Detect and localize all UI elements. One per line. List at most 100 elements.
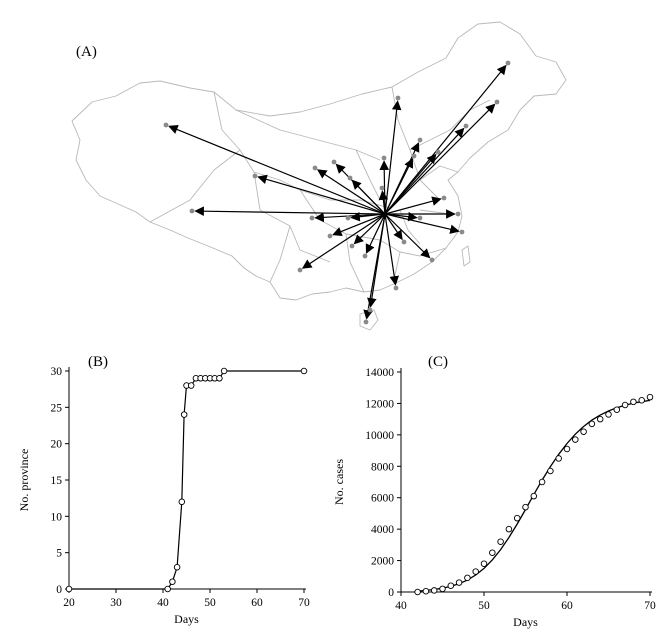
data-point — [187, 382, 195, 389]
chart-b: (B) 20 30 40 50 60 70 0 5 10 15 20 25 30 Days No. prov… — [17, 354, 310, 626]
province-node — [411, 153, 417, 159]
y-tick-label: 14000 — [365, 367, 394, 379]
transmission-arrow-tianjin — [384, 153, 437, 215]
x-tick-label: 40 — [395, 600, 407, 612]
data-point — [180, 411, 188, 418]
data-point — [65, 585, 73, 593]
data-point — [522, 503, 529, 511]
data-point — [164, 585, 171, 593]
data-point — [596, 415, 604, 423]
transmission-arrow-gansu — [316, 169, 386, 215]
data-point — [455, 579, 463, 586]
y-axis-title: No. cases — [332, 459, 346, 505]
data-point — [605, 411, 612, 418]
province-node — [379, 185, 385, 191]
hainan-outline — [359, 309, 379, 331]
transmission-arrow-shandong — [384, 196, 442, 215]
data-point — [513, 514, 521, 522]
data-point — [572, 436, 579, 443]
province-node — [435, 149, 441, 155]
province-borders — [149, 86, 491, 293]
data-point — [646, 393, 654, 401]
province-node — [367, 307, 373, 313]
panel-b-label: (B) — [88, 354, 108, 370]
data-point — [216, 375, 223, 382]
data-point — [580, 428, 587, 435]
data-point — [439, 585, 446, 593]
y-tick-label: 10 — [51, 511, 63, 523]
china-map-panel: (A) — [71, 21, 567, 331]
data-point — [555, 455, 562, 462]
y-tick-label: 0 — [388, 587, 394, 599]
data-point — [638, 397, 645, 404]
transmission-arrow-hainan — [367, 213, 386, 308]
y-tick-label: 2000 — [371, 556, 394, 568]
transmission-arrow-zhejiang — [384, 213, 431, 259]
province-node — [252, 173, 258, 179]
data-point — [464, 574, 471, 582]
y-tick-label: 4000 — [371, 524, 394, 536]
y-tick-label: 8000 — [371, 461, 394, 473]
data-point — [169, 578, 176, 585]
country-outline — [71, 21, 567, 301]
transmission-arrow-jiangxi — [384, 213, 403, 241]
transmission-arrow-shanghai — [384, 213, 460, 234]
data-point — [173, 563, 181, 571]
transmission-arrow-sichuan — [314, 212, 386, 223]
province-node — [349, 243, 355, 249]
province-node — [312, 165, 318, 171]
transmission-arrow-anhui — [384, 211, 418, 222]
province-node — [381, 155, 387, 161]
province-node — [362, 253, 368, 259]
province-node — [441, 195, 447, 201]
y-tick-label: 20 — [51, 439, 63, 451]
data-point — [497, 538, 504, 545]
transmission-arrow-fujian — [384, 213, 399, 286]
transmission-arrow-qinghai — [257, 174, 386, 215]
data-point — [430, 587, 438, 594]
taiwan-outline — [461, 245, 471, 267]
province-node — [331, 159, 337, 165]
x-tick-label: 60 — [251, 597, 263, 609]
data-point — [588, 420, 596, 428]
province-node — [309, 215, 315, 221]
x-axis-title: Days — [174, 612, 199, 626]
province-node — [429, 257, 435, 263]
y-tick-label: 25 — [51, 402, 63, 414]
transmission-arrow-hebei — [384, 158, 413, 215]
y-tick-label: 10000 — [365, 430, 394, 442]
data-point — [489, 549, 496, 556]
data-point — [414, 588, 421, 596]
y-tick-label: 12000 — [365, 398, 394, 410]
x-tick-label: 70 — [298, 597, 310, 609]
data-point — [300, 367, 308, 375]
province-node — [455, 211, 461, 217]
x-tick-label: 30 — [110, 597, 122, 609]
data-point — [480, 560, 488, 567]
data-point — [220, 367, 228, 375]
province-node — [395, 95, 401, 101]
data-point — [613, 406, 621, 413]
province-node — [401, 239, 407, 245]
transmission-arrow-guizhou — [332, 213, 386, 237]
data-point — [630, 398, 637, 406]
arrow-layer — [163, 60, 511, 325]
transmission-arrow-tibet — [194, 206, 386, 216]
province-node — [463, 123, 469, 129]
province-node — [417, 215, 423, 221]
province-node — [505, 60, 511, 66]
x-tick-label: 70 — [644, 600, 656, 612]
y-tick-label: 15 — [51, 475, 63, 487]
data-point — [563, 445, 571, 453]
province-node — [297, 267, 303, 273]
province-node — [347, 175, 353, 181]
chart-c: (C) 40 50 60 70 0 2000 4000 6000 8000 10000 12000 1… — [332, 354, 656, 629]
transmission-arrow-shaanxi — [351, 179, 386, 215]
transmission-arrow-jilin — [384, 103, 496, 215]
chart-b-plot: 20 30 40 50 60 70 0 5 10 15 20 25 30 Days No. province — [17, 366, 310, 626]
panel-c-label: (C) — [428, 354, 448, 370]
y-axis-title: No. province — [17, 449, 31, 512]
province-node — [459, 229, 465, 235]
x-tick-label: 60 — [561, 600, 573, 612]
province-node — [163, 122, 169, 128]
